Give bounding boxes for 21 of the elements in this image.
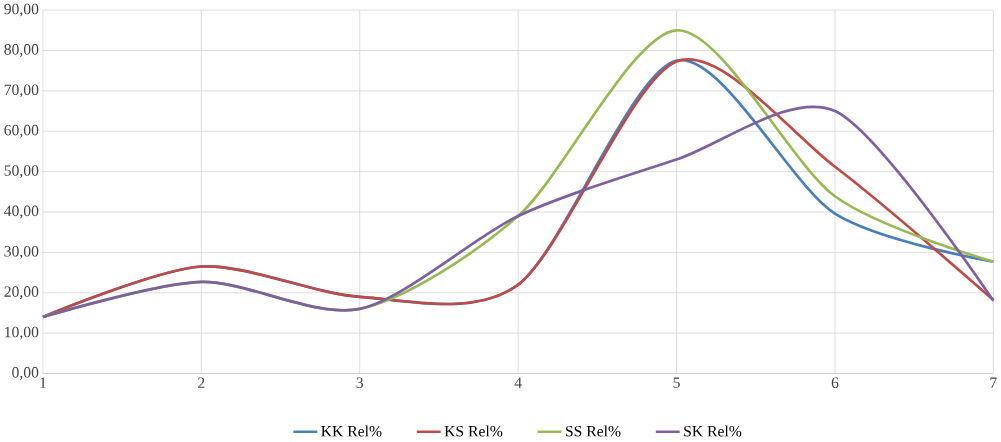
x-tick-label: 7 xyxy=(990,377,997,388)
y-tick-label: 0,00 xyxy=(12,366,39,380)
x-tick-label: 6 xyxy=(831,377,839,388)
y-tick-label: 30,00 xyxy=(4,245,39,259)
y-tick-label: 60,00 xyxy=(4,124,39,138)
y-tick-label: 10,00 xyxy=(5,326,39,340)
x-tick-label: 3 xyxy=(356,377,364,388)
y-tick-label: 20,00 xyxy=(4,286,39,299)
y-tick-label: 50,00 xyxy=(4,164,39,178)
legend-label: SS Rel% xyxy=(566,425,621,437)
x-tick-label: 1 xyxy=(40,377,46,388)
x-tick-label: 2 xyxy=(198,377,205,388)
y-tick-label: 70,00 xyxy=(4,84,39,98)
legend-label: KK Rel% xyxy=(321,425,382,437)
legend-label: KS Rel% xyxy=(444,425,503,437)
y-tick-label: 40,00 xyxy=(4,205,39,219)
x-tick-label: 4 xyxy=(514,377,522,388)
y-tick-label: 90,00 xyxy=(4,3,39,17)
x-tick-label: 5 xyxy=(673,377,680,388)
legend-label: SK Rel% xyxy=(684,425,742,437)
y-tick-label: 80,00 xyxy=(4,43,39,57)
